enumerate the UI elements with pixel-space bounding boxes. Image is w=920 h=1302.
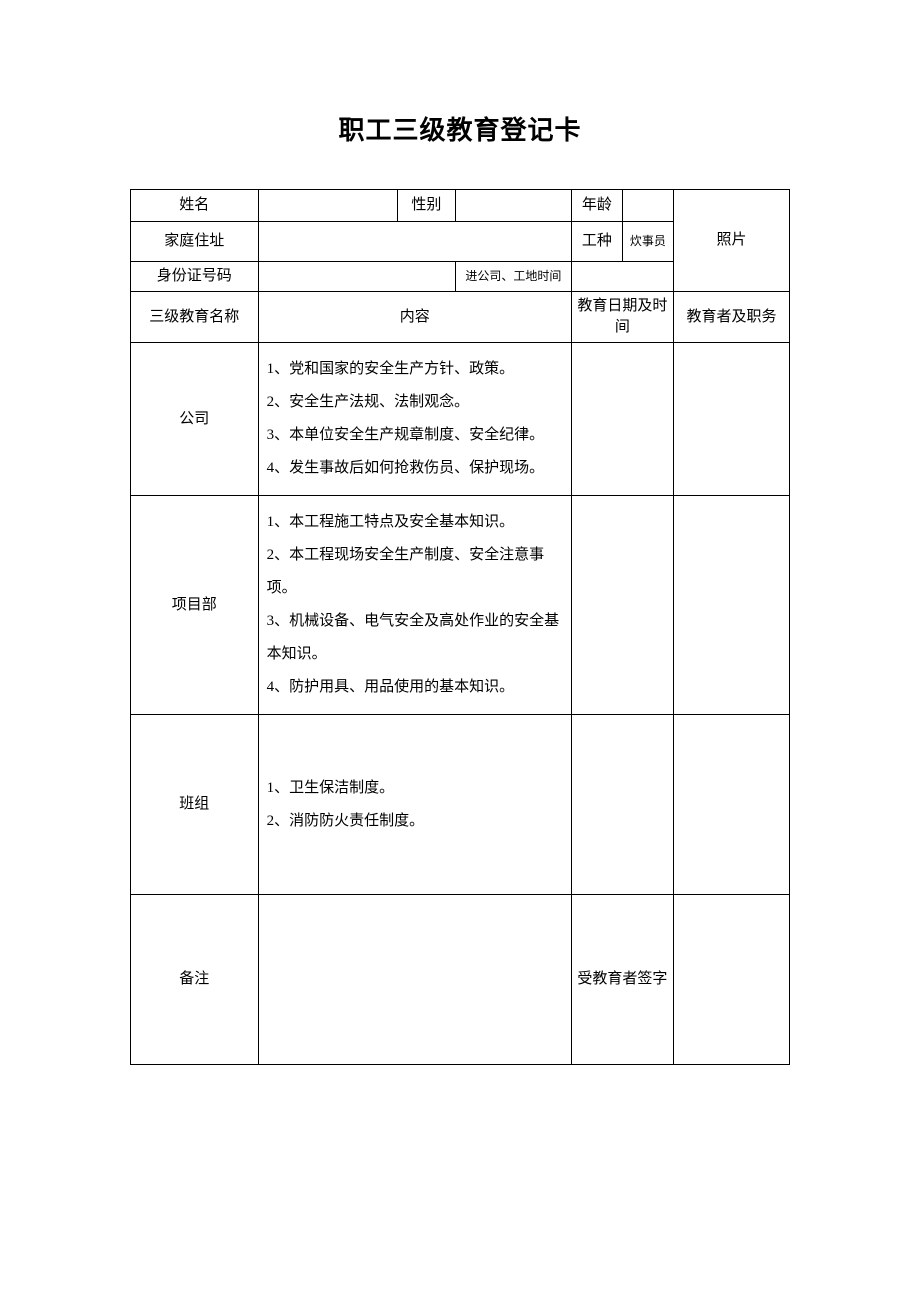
document-page: 职工三级教育登记卡 姓名 性别 年龄 照片 家 — [0, 0, 920, 1065]
educator-project — [673, 496, 789, 715]
value-id-number — [258, 262, 455, 292]
label-project: 项目部 — [131, 496, 259, 715]
value-address — [258, 222, 571, 262]
row-project: 项目部 1、本工程施工特点及安全基本知识。 2、本工程现场安全生产制度、安全注意… — [131, 496, 790, 715]
label-entry-time: 进公司、工地时间 — [455, 262, 571, 292]
row-company: 公司 1、党和国家的安全生产方针、政策。 2、安全生产法规、法制观念。 3、本单… — [131, 343, 790, 496]
content-team: 1、卫生保洁制度。 2、消防防火责任制度。 — [258, 715, 571, 895]
label-address: 家庭住址 — [131, 222, 259, 262]
photo-cell: 照片 — [673, 190, 789, 292]
label-team: 班组 — [131, 715, 259, 895]
value-educatee-sign — [673, 895, 789, 1065]
registration-table: 姓名 性别 年龄 照片 家庭住址 工种 炊事员 身份证号码 进公司、工地时间 — [130, 189, 790, 1065]
row-remarks: 备注 受教育者签字 — [131, 895, 790, 1065]
row-team: 班组 1、卫生保洁制度。 2、消防防火责任制度。 — [131, 715, 790, 895]
header-level-name: 三级教育名称 — [131, 292, 259, 343]
label-remarks: 备注 — [131, 895, 259, 1065]
header-educator: 教育者及职务 — [673, 292, 789, 343]
label-job-type: 工种 — [571, 222, 622, 262]
value-name — [258, 190, 397, 222]
content-project: 1、本工程施工特点及安全基本知识。 2、本工程现场安全生产制度、安全注意事项。 … — [258, 496, 571, 715]
label-educatee-sign: 受教育者签字 — [571, 895, 673, 1065]
header-content: 内容 — [258, 292, 571, 343]
educator-company — [673, 343, 789, 496]
content-company: 1、党和国家的安全生产方针、政策。 2、安全生产法规、法制观念。 3、本单位安全… — [258, 343, 571, 496]
row-name: 姓名 性别 年龄 照片 — [131, 190, 790, 222]
educator-team — [673, 715, 789, 895]
value-gender — [455, 190, 571, 222]
date-project — [571, 496, 673, 715]
header-edu-date: 教育日期及时间 — [571, 292, 673, 343]
row-headers: 三级教育名称 内容 教育日期及时间 教育者及职务 — [131, 292, 790, 343]
date-company — [571, 343, 673, 496]
label-id-number: 身份证号码 — [131, 262, 259, 292]
label-company: 公司 — [131, 343, 259, 496]
document-title: 职工三级教育登记卡 — [130, 110, 790, 147]
value-entry-time — [571, 262, 673, 292]
value-age — [622, 190, 673, 222]
label-gender: 性别 — [397, 190, 455, 222]
value-remarks — [258, 895, 571, 1065]
value-job-type: 炊事员 — [622, 222, 673, 262]
label-name: 姓名 — [131, 190, 259, 222]
date-team — [571, 715, 673, 895]
label-age: 年龄 — [571, 190, 622, 222]
